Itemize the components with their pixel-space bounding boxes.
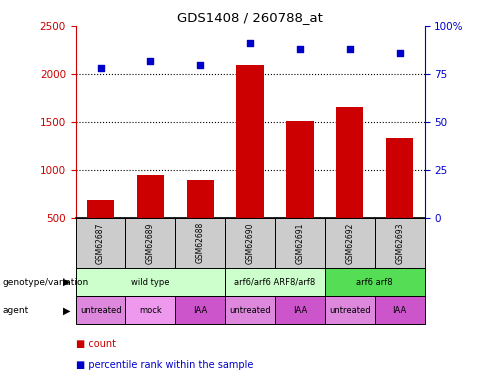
Bar [125, 217, 175, 268]
Text: GSM62693: GSM62693 [395, 222, 404, 264]
Text: agent: agent [2, 306, 29, 315]
Text: mock: mock [139, 306, 162, 315]
Bar [175, 217, 225, 268]
Text: arf6/arf6 ARF8/arf8: arf6/arf6 ARF8/arf8 [234, 278, 316, 287]
Text: untreated: untreated [80, 306, 122, 315]
Text: GSM62690: GSM62690 [245, 222, 255, 264]
Bar [375, 217, 425, 268]
Bar [275, 296, 325, 324]
Point [246, 40, 254, 46]
Text: untreated: untreated [229, 306, 271, 315]
Point [296, 46, 304, 52]
Bar [325, 217, 375, 268]
Text: untreated: untreated [329, 306, 370, 315]
Bar [325, 296, 375, 324]
Title: GDS1408 / 260788_at: GDS1408 / 260788_at [177, 11, 323, 24]
Bar [275, 217, 325, 268]
Bar [175, 296, 225, 324]
Bar [76, 296, 125, 324]
Bar [137, 176, 164, 217]
Bar [186, 180, 214, 218]
Bar [225, 296, 275, 324]
Point [196, 62, 204, 68]
Point [146, 58, 154, 64]
Text: IAA: IAA [293, 306, 307, 315]
Bar [286, 121, 314, 218]
Text: IAA: IAA [193, 306, 207, 315]
Bar [76, 217, 125, 268]
Text: wild type: wild type [131, 278, 170, 287]
Text: ■ percentile rank within the sample: ■ percentile rank within the sample [76, 360, 253, 370]
Text: GSM62691: GSM62691 [295, 222, 305, 264]
Text: GSM62687: GSM62687 [96, 222, 105, 264]
Bar [236, 66, 264, 218]
Bar [336, 106, 364, 218]
Text: ■ count: ■ count [76, 339, 116, 350]
Bar [76, 268, 225, 296]
Point [97, 65, 104, 71]
Text: ▶: ▶ [63, 305, 71, 315]
Bar [386, 138, 413, 218]
Text: IAA: IAA [392, 306, 407, 315]
Bar [375, 296, 425, 324]
Bar [325, 268, 425, 296]
Text: GSM62688: GSM62688 [196, 222, 205, 263]
Text: GSM62689: GSM62689 [146, 222, 155, 264]
Bar [87, 200, 114, 217]
Point [346, 46, 354, 52]
Text: ▶: ▶ [63, 277, 71, 287]
Bar [125, 296, 175, 324]
Text: genotype/variation: genotype/variation [2, 278, 89, 287]
Bar [225, 268, 325, 296]
Point [396, 50, 404, 56]
Text: arf6 arf8: arf6 arf8 [356, 278, 393, 287]
Text: GSM62692: GSM62692 [346, 222, 354, 264]
Bar [225, 217, 275, 268]
